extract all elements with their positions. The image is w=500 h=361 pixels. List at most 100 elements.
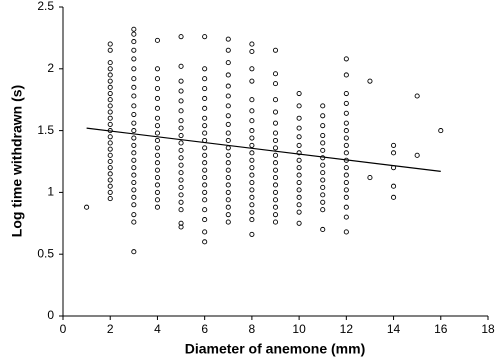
point: [154, 130, 160, 136]
point: [131, 66, 137, 72]
point: [272, 109, 279, 115]
point: [202, 152, 208, 158]
point: [249, 48, 255, 55]
point: [154, 167, 160, 173]
point: [320, 207, 326, 213]
x-tick-label: 6: [201, 322, 208, 336]
point: [202, 207, 208, 213]
point: [178, 162, 184, 168]
point: [272, 120, 279, 126]
point: [249, 78, 255, 84]
point: [131, 56, 137, 62]
point: [249, 135, 255, 141]
point: [131, 135, 137, 141]
point: [178, 98, 184, 104]
point: [178, 147, 184, 153]
x-axis-label: Diameter of anemone (mm): [185, 341, 365, 357]
point: [414, 93, 420, 99]
point: [225, 160, 231, 166]
point: [272, 204, 279, 210]
point: [296, 179, 302, 186]
point: [343, 142, 349, 148]
point: [249, 231, 255, 237]
point: [131, 120, 137, 126]
y-tick-label: 2: [47, 61, 54, 75]
point: [202, 229, 208, 235]
point: [154, 115, 160, 121]
point: [249, 209, 255, 215]
point: [225, 212, 231, 218]
point: [225, 197, 231, 203]
point: [343, 56, 349, 62]
point: [272, 167, 279, 173]
point: [225, 103, 231, 109]
point: [343, 120, 349, 126]
point: [107, 103, 113, 109]
point: [343, 165, 349, 171]
point: [107, 41, 113, 47]
point: [131, 212, 137, 218]
point: [131, 219, 137, 225]
point: [154, 204, 160, 210]
point: [202, 130, 208, 136]
point: [131, 142, 137, 148]
point: [178, 108, 184, 114]
point: [178, 140, 184, 146]
point: [249, 217, 255, 223]
point: [320, 162, 326, 168]
point: [202, 66, 208, 72]
point: [367, 175, 373, 181]
point: [107, 78, 113, 84]
point: [225, 130, 231, 136]
point: [249, 128, 255, 134]
point: [107, 177, 113, 183]
point: [154, 66, 160, 72]
point: [225, 152, 231, 158]
y-axis-label: Log time withdrawn (s): [9, 85, 25, 237]
point: [296, 90, 302, 97]
point: [343, 90, 349, 97]
point: [107, 84, 113, 90]
x-tick-label: 16: [434, 322, 448, 336]
point: [178, 207, 184, 213]
point: [178, 170, 184, 176]
x-tick-label: 14: [387, 322, 401, 336]
point: [249, 194, 255, 200]
point: [296, 202, 302, 208]
point: [107, 165, 113, 171]
point: [343, 214, 349, 220]
point: [225, 83, 231, 89]
point: [320, 140, 326, 146]
point: [296, 209, 302, 215]
point: [343, 150, 349, 156]
point: [107, 72, 113, 78]
point: [202, 197, 208, 203]
point: [320, 199, 326, 205]
point: [272, 160, 279, 166]
point: [296, 142, 302, 148]
point: [320, 113, 326, 119]
point: [320, 147, 326, 153]
point: [249, 41, 255, 47]
point: [131, 150, 137, 156]
point: [343, 135, 349, 141]
point: [343, 100, 349, 106]
point: [178, 78, 184, 84]
x-tick-label: 18: [481, 322, 495, 336]
point: [107, 152, 113, 158]
x-tick-label: 2: [107, 322, 114, 336]
point: [131, 26, 137, 32]
point: [178, 192, 184, 198]
point: [249, 66, 255, 72]
point: [178, 34, 184, 40]
point: [131, 31, 137, 37]
point: [272, 197, 279, 203]
point: [272, 71, 279, 77]
point: [249, 187, 255, 193]
point: [154, 160, 160, 166]
point: [107, 140, 113, 146]
point: [391, 183, 397, 189]
point: [131, 76, 137, 82]
point: [131, 194, 137, 200]
